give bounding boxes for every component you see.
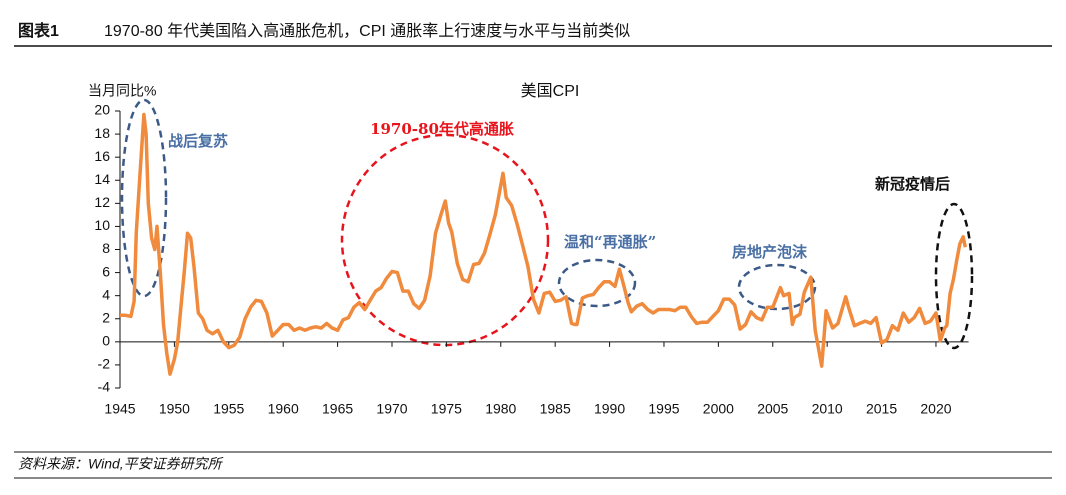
- y-tick-label: 10: [94, 217, 110, 233]
- annotation: 新冠疫情后: [875, 175, 950, 193]
- x-tick-label: 1950: [159, 401, 190, 417]
- highlight-ellipse: [934, 202, 974, 350]
- y-tick-label: 6: [102, 263, 110, 279]
- x-tick-label: 2020: [920, 401, 951, 417]
- y-tick-label: 14: [94, 171, 110, 187]
- annotation: 房地产泡沫: [732, 243, 808, 261]
- y-tick-label: 12: [94, 194, 110, 210]
- cpi-line: [120, 112, 968, 376]
- x-tick-label: 1980: [485, 401, 516, 417]
- annotation: 战后复苏: [168, 132, 228, 150]
- x-tick-label: 1970: [376, 401, 407, 417]
- x-tick-label: 1975: [431, 401, 462, 417]
- x-tick-label: 1995: [648, 401, 679, 417]
- y-tick-label: 8: [102, 240, 110, 256]
- figure-title: 1970-80 年代美国陷入高通胀危机，CPI 通胀率上行速度与水平与当前类似: [104, 22, 630, 40]
- y-axis-label: 当月同比%: [88, 83, 156, 99]
- x-tick-label: 1955: [213, 401, 244, 417]
- y-tick-label: 16: [94, 148, 110, 164]
- highlight-ellipse: [340, 133, 550, 347]
- x-tick-label: 1945: [104, 401, 135, 417]
- x-tick-label: 1985: [540, 401, 571, 417]
- x-tick-label: 2000: [703, 401, 734, 417]
- y-tick-label: 2: [102, 309, 110, 325]
- x-tick-label: 1965: [322, 401, 353, 417]
- highlight-ellipse: [120, 98, 168, 298]
- y-tick-label: 18: [94, 125, 110, 141]
- highlight-ellipse: [557, 258, 637, 308]
- x-tick-label: 2005: [757, 401, 788, 417]
- source-note: 资料来源：Wind,平安证券研究所: [18, 456, 224, 472]
- y-tick-label: -2: [98, 356, 111, 372]
- y-tick-label: 4: [102, 286, 110, 302]
- figure-label: 图表1: [18, 21, 59, 40]
- annotation: 1970-80年代高通胀: [370, 120, 514, 138]
- y-tick-label: 0: [102, 333, 110, 349]
- highlight-ellipse: [737, 263, 817, 311]
- x-tick-label: 1990: [594, 401, 625, 417]
- y-tick-label: -4: [98, 379, 111, 395]
- annotation: 温和“再通胀”: [564, 233, 656, 251]
- chart-title: 美国CPI: [521, 82, 580, 100]
- x-tick-label: 2015: [866, 401, 897, 417]
- y-tick-label: 20: [94, 102, 110, 118]
- x-tick-label: 1960: [268, 401, 299, 417]
- x-tick-label: 2010: [812, 401, 843, 417]
